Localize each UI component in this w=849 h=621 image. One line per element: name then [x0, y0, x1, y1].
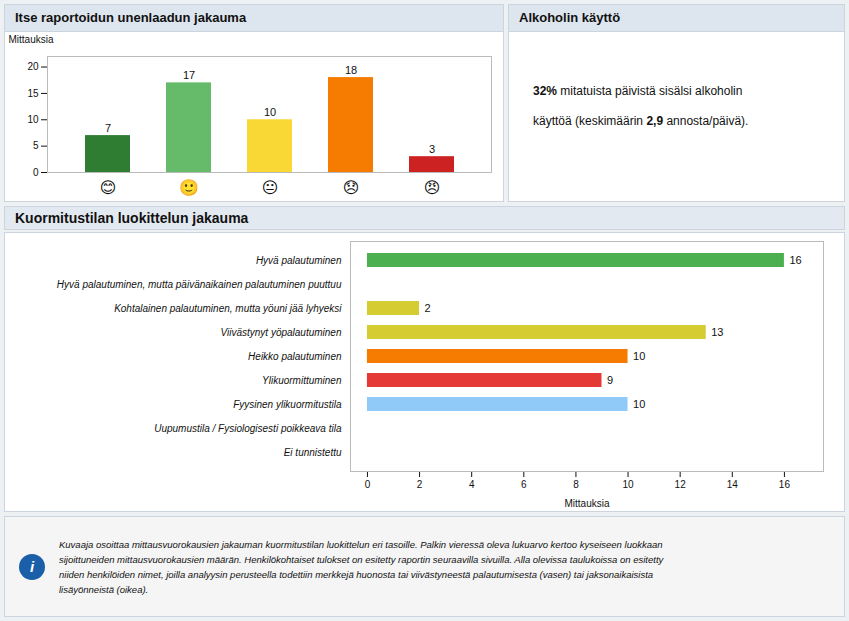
svg-text:Mittauksia: Mittauksia	[9, 34, 54, 45]
svg-text:7: 7	[105, 122, 111, 134]
html-text:niiden henkilöiden nimet, joil: niiden henkilöiden nimet, joilla analyys…	[59, 568, 654, 580]
svg-text:Uupumustila / Fysiologisesti p: Uupumustila / Fysiologisesti poikkeava t…	[154, 423, 342, 434]
svg-text:15: 15	[27, 88, 39, 99]
html-text:Kuormitustilan luokittelun jak: Kuormitustilan luokittelun jakauma	[15, 210, 249, 226]
svg-text:17: 17	[183, 69, 195, 81]
html-text:käyttöä (keskimäärin 2,9 annos: käyttöä (keskimäärin 2,9 annosta/päivä).	[533, 114, 749, 128]
svg-text:2: 2	[417, 479, 423, 490]
svg-text:Ylikuormittuminen: Ylikuormittuminen	[262, 375, 342, 386]
svg-text:10: 10	[633, 398, 645, 410]
svg-text:2: 2	[425, 302, 431, 314]
svg-text:14: 14	[727, 479, 739, 490]
svg-text:Fyysinen ylikuormitustila: Fyysinen ylikuormitustila	[233, 399, 342, 410]
html-text:32% mitatuista päivistä sisäls: 32% mitatuista päivistä sisälsi alkoholi…	[533, 84, 743, 98]
html-text:lisäyönneistä (oikea).: lisäyönneistä (oikea).	[59, 583, 149, 595]
html-text:sijoittuneiden mittausvuorokau: sijoittuneiden mittausvuorokausien määrä…	[59, 553, 664, 565]
svg-text:6: 6	[521, 479, 527, 490]
svg-text:10: 10	[27, 114, 39, 125]
svg-text:16: 16	[779, 479, 791, 490]
svg-text:5: 5	[33, 140, 39, 151]
svg-text:4: 4	[469, 479, 475, 490]
html-text:i: i	[29, 557, 35, 575]
svg-text:0: 0	[365, 479, 371, 490]
svg-text:😠: 😠	[424, 179, 441, 196]
svg-text:😊: 😊	[100, 179, 117, 196]
html-text:Kuvaaja osoittaa mittausvuorok: Kuvaaja osoittaa mittausvuorokausien jak…	[59, 538, 663, 550]
svg-text:0: 0	[33, 167, 39, 178]
svg-text:🙂: 🙂	[179, 179, 199, 196]
svg-text:18: 18	[345, 64, 357, 76]
svg-text:8: 8	[573, 479, 579, 490]
svg-text:Hyvä palautuminen, mutta päivä: Hyvä palautuminen, mutta päivänaikainen …	[57, 279, 342, 290]
svg-text:3: 3	[429, 143, 435, 155]
svg-text:10: 10	[633, 350, 645, 362]
svg-text:12: 12	[675, 479, 687, 490]
svg-text:10: 10	[264, 106, 276, 118]
svg-text:20: 20	[27, 61, 39, 72]
svg-text:9: 9	[607, 374, 613, 386]
svg-text:Heikko palautuminen: Heikko palautuminen	[248, 351, 342, 362]
html-text:Itse raportoidun unenlaadun ja: Itse raportoidun unenlaadun jakauma	[15, 10, 247, 25]
html-text:Alkoholin käyttö: Alkoholin käyttö	[519, 10, 621, 25]
svg-text:10: 10	[622, 479, 634, 490]
svg-text:Mittauksia: Mittauksia	[564, 498, 609, 509]
svg-text:😞: 😞	[343, 179, 360, 196]
svg-text:Ei tunnistettu: Ei tunnistettu	[284, 447, 342, 458]
svg-text:16: 16	[789, 254, 801, 266]
svg-text:Hyvä palautuminen: Hyvä palautuminen	[256, 255, 342, 266]
svg-text:Kohtalainen palautuminen, mutt: Kohtalainen palautuminen, mutta yöuni jä…	[114, 303, 342, 314]
svg-text:Viivästynyt yöpalautuminen: Viivästynyt yöpalautuminen	[221, 327, 342, 338]
svg-text:13: 13	[711, 326, 723, 338]
svg-text:😐: 😐	[262, 179, 279, 196]
